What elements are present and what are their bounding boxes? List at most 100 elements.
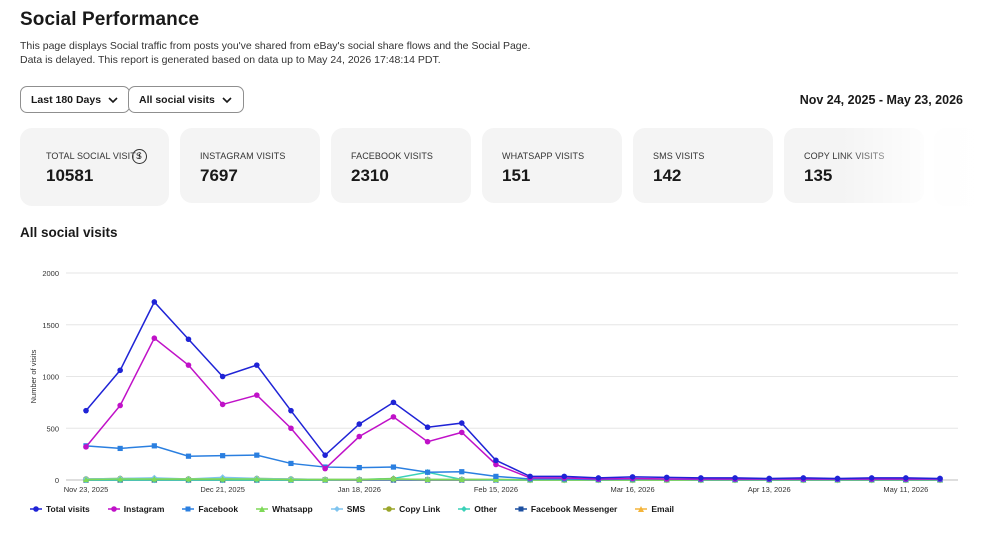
data-point-whatsapp xyxy=(322,476,329,482)
data-point-total-visits xyxy=(151,299,158,305)
data-point-whatsapp xyxy=(117,475,124,482)
data-point-whatsapp xyxy=(287,476,294,482)
data-point-facebook xyxy=(117,445,123,452)
data-point-total-visits xyxy=(629,474,636,480)
series-line-instagram xyxy=(85,337,940,480)
description-line-2: Data is delayed. This report is generate… xyxy=(20,53,441,66)
card-sms-visits[interactable]: SMS VISITS 142 xyxy=(633,128,773,203)
page-description: This page displays Social traffic from p… xyxy=(20,40,530,67)
data-point-total-visits xyxy=(288,407,294,414)
x-tick-label: Nov 23, 2025 xyxy=(64,485,109,494)
card-label: TOTAL SOCIAL VISITS xyxy=(46,151,142,161)
data-point-instagram xyxy=(493,461,499,468)
legend-item-instagram[interactable]: Instagram xyxy=(107,504,164,514)
legend-label: SMS xyxy=(346,504,366,514)
data-point-instagram xyxy=(185,362,192,368)
data-point-facebook xyxy=(493,473,499,479)
legend-marker-facebook-messenger xyxy=(514,506,527,512)
series-line-total-visits xyxy=(85,300,941,480)
legend-item-email[interactable]: Email xyxy=(635,504,674,514)
visit-type-dropdown[interactable]: All social visits xyxy=(128,86,244,113)
data-point-whatsapp xyxy=(83,476,89,482)
data-point-facebook xyxy=(459,469,465,475)
legend-item-whatsapp[interactable]: Whatsapp xyxy=(256,504,313,514)
card-label: WHATSAPP VISITS xyxy=(502,151,585,161)
legend-marker-facebook xyxy=(182,506,195,512)
legend-label: Copy Link xyxy=(399,504,441,514)
data-point-instagram xyxy=(458,429,465,436)
data-point-total-visits xyxy=(800,475,807,481)
visit-type-dropdown-label: All social visits xyxy=(139,93,215,106)
data-point-facebook xyxy=(254,452,260,458)
data-point-total-visits xyxy=(561,473,568,480)
legend-marker-copy-link xyxy=(383,506,396,512)
legend-marker-whatsapp xyxy=(256,506,269,512)
legend-item-total-visits[interactable]: Total visits xyxy=(30,504,90,514)
data-point-instagram xyxy=(117,402,123,409)
data-point-whatsapp xyxy=(219,475,226,482)
data-point-total-visits xyxy=(493,457,499,464)
legend-item-sms[interactable]: SMS xyxy=(330,504,366,514)
data-point-total-visits xyxy=(322,452,328,458)
legend-label: Other xyxy=(474,504,497,514)
x-tick-label: Mar 16, 2026 xyxy=(610,485,654,494)
period-dropdown[interactable]: Last 180 Days xyxy=(20,86,131,113)
y-tick-label: 1000 xyxy=(42,373,59,382)
card-facebook-visits[interactable]: FACEBOOK VISITS 2310 xyxy=(331,128,471,203)
data-point-instagram xyxy=(219,401,226,408)
card-partial-next[interactable] xyxy=(934,128,999,206)
data-point-total-visits xyxy=(903,475,909,481)
info-icon[interactable]: i xyxy=(132,149,147,164)
legend-label: Whatsapp xyxy=(272,504,313,514)
legend-item-other[interactable]: Other xyxy=(458,504,497,514)
data-point-whatsapp xyxy=(356,476,363,482)
card-value: 151 xyxy=(502,166,531,185)
data-point-whatsapp xyxy=(390,475,397,482)
legend-marker-other xyxy=(458,506,471,512)
data-point-total-visits xyxy=(663,474,670,481)
legend-label: Email xyxy=(651,504,675,514)
data-point-total-visits xyxy=(595,475,602,481)
data-point-instagram xyxy=(424,438,431,445)
data-point-total-visits xyxy=(527,473,533,480)
data-point-total-visits xyxy=(185,336,192,343)
data-point-whatsapp xyxy=(253,475,260,482)
chevron-down-icon xyxy=(222,96,232,103)
data-point-facebook xyxy=(390,464,397,470)
data-point-instagram xyxy=(288,425,294,432)
card-value: 135 xyxy=(804,166,833,185)
legend-marker-instagram xyxy=(107,506,120,512)
card-label: FACEBOOK VISITS xyxy=(351,151,434,161)
page-title: Social Performance xyxy=(20,9,200,30)
data-point-total-visits xyxy=(937,475,943,482)
data-point-total-visits xyxy=(424,424,431,431)
data-point-total-visits xyxy=(732,475,738,481)
y-tick-label: 500 xyxy=(46,424,59,433)
card-whatsapp-visits[interactable]: WHATSAPP VISITS 151 xyxy=(482,128,622,203)
legend-label: Facebook Messenger xyxy=(530,504,618,514)
series-line-facebook xyxy=(85,445,940,481)
data-point-instagram xyxy=(253,392,260,398)
legend-marker-total-visits xyxy=(30,506,42,512)
data-point-whatsapp xyxy=(151,475,158,482)
data-point-whatsapp xyxy=(424,476,431,482)
chart-legend: Total visits Instagram Facebook Whatsapp SMS… xyxy=(30,504,674,514)
data-point-total-visits xyxy=(219,373,226,380)
data-point-whatsapp xyxy=(492,476,499,482)
section-title: All social visits xyxy=(20,225,118,240)
data-point-total-visits xyxy=(390,399,397,406)
legend-item-facebook-messenger[interactable]: Facebook Messenger xyxy=(514,504,618,514)
legend-item-facebook[interactable]: Facebook xyxy=(182,504,238,514)
chevron-down-icon xyxy=(108,96,118,103)
legend-item-copy-link[interactable]: Copy Link xyxy=(383,504,440,514)
data-point-total-visits xyxy=(83,407,89,414)
card-label: INSTAGRAM VISITS xyxy=(200,151,286,161)
card-copy-link-visits[interactable]: COPY LINK VISITS 135 xyxy=(784,128,924,203)
card-total-social-visits[interactable]: TOTAL SOCIAL VISITS 10581 i xyxy=(20,128,169,206)
card-instagram-visits[interactable]: INSTAGRAM VISITS 7697 xyxy=(180,128,320,203)
data-point-total-visits xyxy=(868,475,875,481)
data-point-total-visits xyxy=(458,420,465,426)
description-line-1: This page displays Social traffic from p… xyxy=(20,40,531,52)
data-point-facebook xyxy=(220,453,226,459)
data-point-total-visits xyxy=(766,475,772,482)
